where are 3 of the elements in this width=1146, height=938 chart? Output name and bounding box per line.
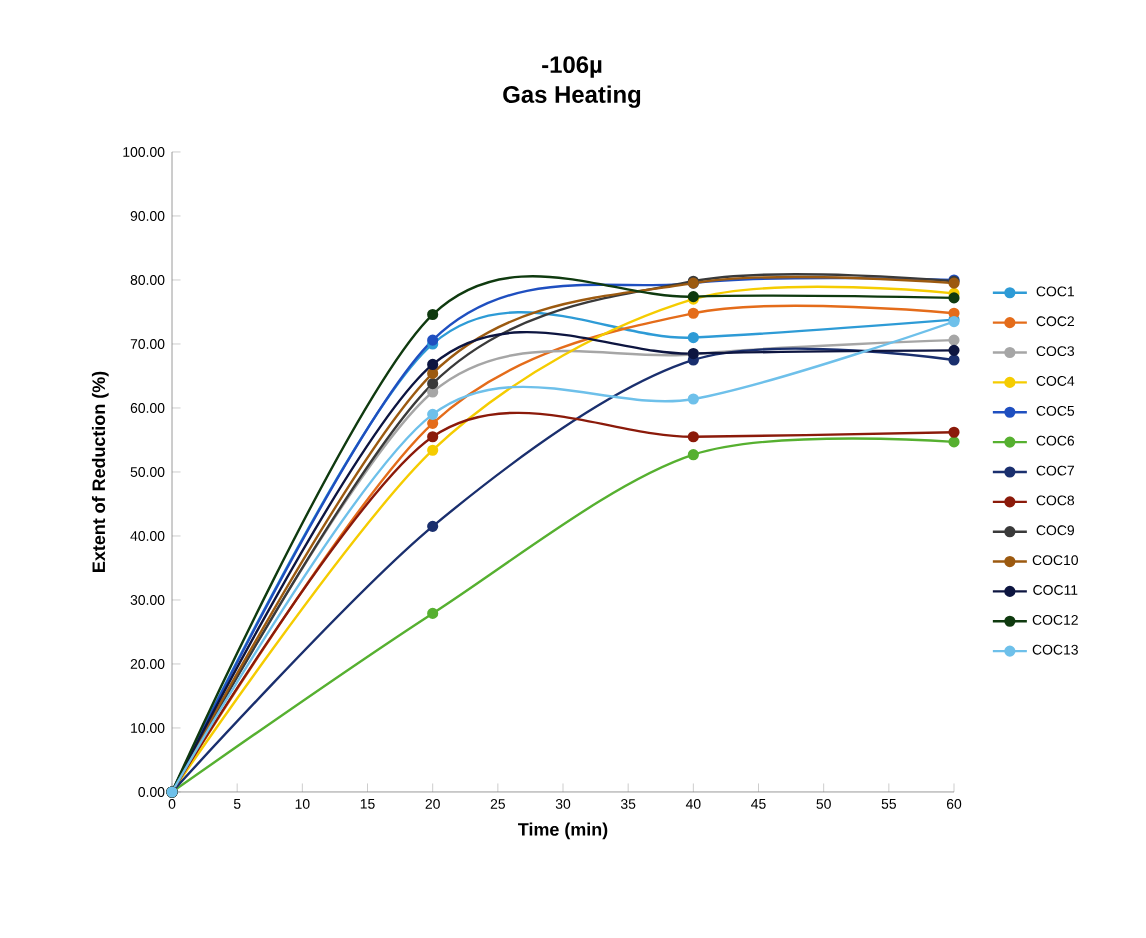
chart-title: -106µ Gas Heating xyxy=(503,56,641,108)
x-axis-title: Time (min) xyxy=(518,822,608,840)
y-axis-title: Extent of Reduction (%) xyxy=(91,371,109,572)
